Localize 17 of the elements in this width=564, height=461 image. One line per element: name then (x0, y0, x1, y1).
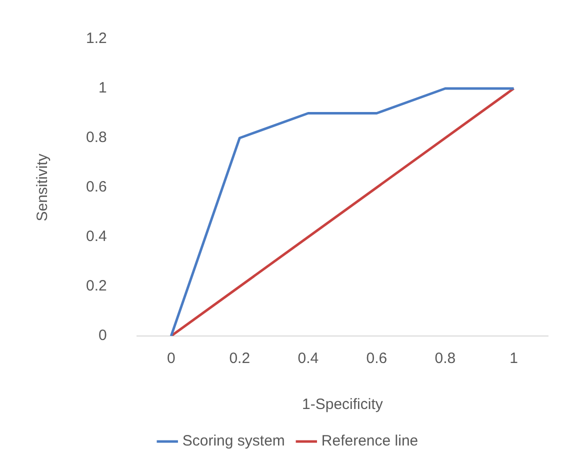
y-tick-label: 0.8 (86, 129, 107, 146)
x-tick-label: 0.2 (229, 350, 250, 368)
legend-label: Scoring system (182, 432, 285, 450)
y-axis-title: Sensitivity (34, 153, 52, 222)
x-tick-label: 1 (510, 350, 518, 368)
x-tick-label: 0 (166, 350, 176, 368)
y-tick-label: 0.2 (86, 278, 107, 295)
x-axis-title: 1-Specificity (302, 396, 384, 414)
x-tick-label: 0.8 (434, 350, 456, 368)
x-tick-label: 0.4 (298, 350, 319, 368)
legend-label: Reference line (321, 432, 418, 450)
y-tick-label: 1 (98, 80, 107, 97)
x-tick-label: 0.6 (366, 350, 388, 368)
y-tick-label: 0 (98, 327, 107, 344)
y-tick-label: 0.6 (86, 178, 107, 196)
y-tick-label: 0.4 (86, 228, 107, 246)
y-tick-label: 1.2 (86, 30, 107, 48)
